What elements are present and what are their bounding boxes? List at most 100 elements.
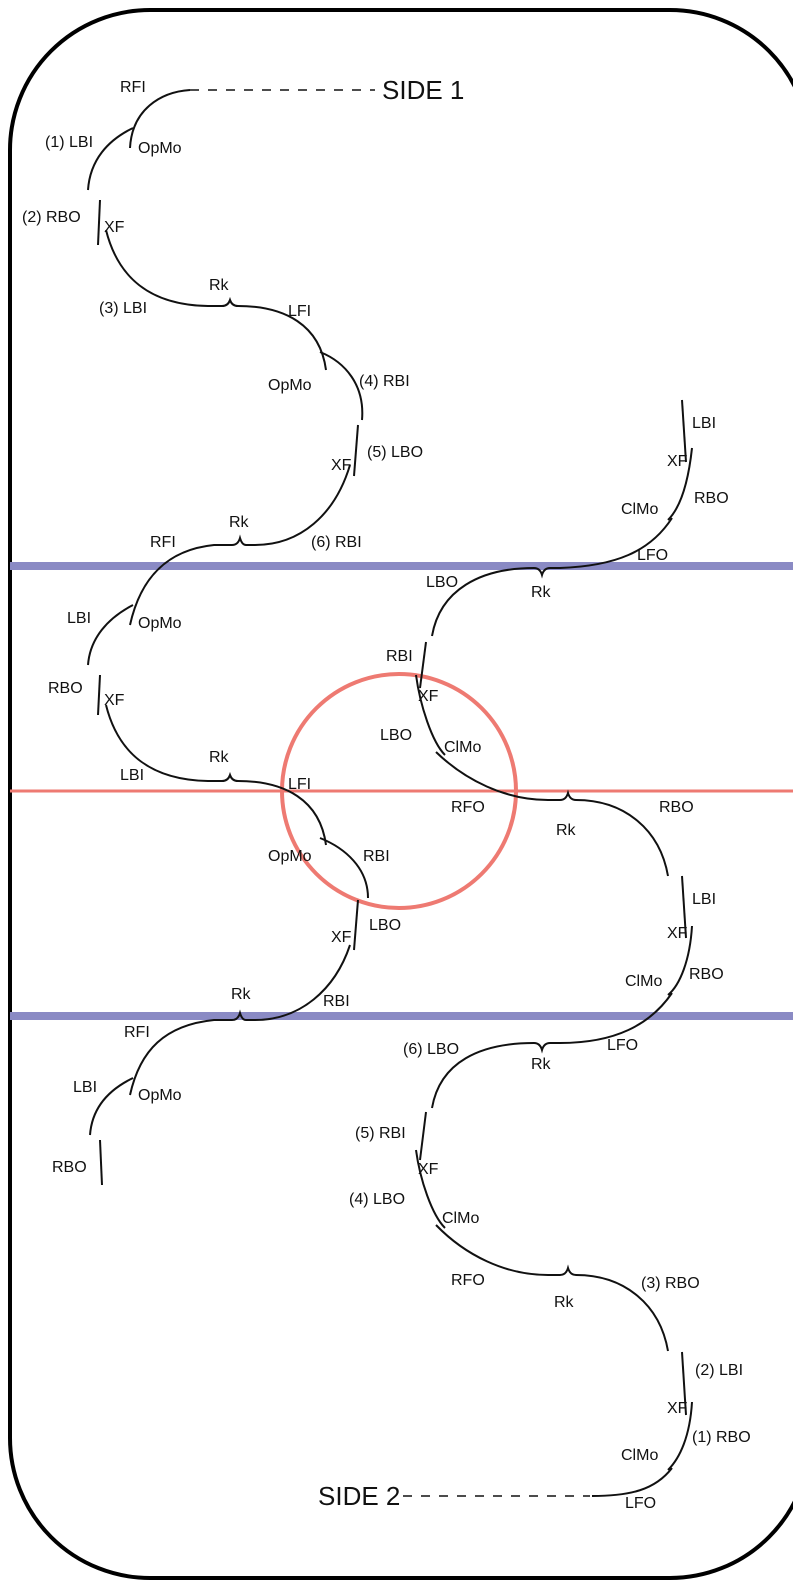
track-segment bbox=[419, 641, 427, 689]
track-label: LBI bbox=[692, 415, 716, 432]
track-label: RFO bbox=[451, 799, 485, 816]
track-segment bbox=[129, 944, 351, 1096]
track-label: RBI bbox=[386, 648, 413, 665]
track-label: OpMo bbox=[138, 615, 182, 632]
track-label: RBO bbox=[48, 680, 83, 697]
track-label: (3) LBI bbox=[99, 300, 147, 317]
track-label: (4) RBI bbox=[359, 373, 410, 390]
track-label: RFI bbox=[120, 79, 146, 96]
track-segment bbox=[353, 899, 359, 951]
side1-label: SIDE 1 bbox=[382, 75, 464, 105]
track-label: (2) RBO bbox=[22, 209, 81, 226]
track-label: (1) LBI bbox=[45, 134, 93, 151]
track-label: XF bbox=[331, 929, 352, 946]
track-segment bbox=[431, 992, 673, 1109]
track-label: RFO bbox=[451, 1272, 485, 1289]
track-segment bbox=[431, 517, 673, 637]
track-label: (6) RBI bbox=[311, 534, 362, 551]
track-segment bbox=[97, 199, 101, 246]
track-label: Rk bbox=[531, 584, 552, 601]
track-label: XF bbox=[331, 457, 352, 474]
track-label: Rk bbox=[209, 277, 230, 294]
track-segment bbox=[591, 1467, 673, 1497]
highlight-circle bbox=[280, 672, 518, 910]
track-label: OpMo bbox=[268, 377, 312, 394]
track-label: XF bbox=[104, 692, 125, 709]
track-segment bbox=[681, 1351, 687, 1416]
track-label: (4) LBO bbox=[349, 1191, 405, 1208]
track-segment bbox=[415, 1149, 446, 1229]
track-label: RBO bbox=[659, 799, 694, 816]
track-label: LBI bbox=[73, 1079, 97, 1096]
track-label: LFO bbox=[607, 1037, 638, 1054]
track-label: LFI bbox=[288, 303, 311, 320]
track-label: XF bbox=[667, 925, 688, 942]
track-label: RFI bbox=[150, 534, 176, 551]
track-label: LBI bbox=[120, 767, 144, 784]
track-segment bbox=[667, 925, 693, 996]
track-label: (5) LBO bbox=[367, 444, 423, 461]
track-labels: RFI (1) LBI OpMo (2) RBO XF (3) LBI Rk L… bbox=[22, 79, 751, 1512]
track-label: (6) LBO bbox=[403, 1041, 459, 1058]
track-label: RBI bbox=[323, 993, 350, 1010]
right-track bbox=[403, 399, 693, 1497]
track-segment bbox=[435, 751, 669, 877]
track-segment bbox=[667, 1401, 693, 1471]
track-label: (2) LBI bbox=[695, 1362, 743, 1379]
track-label: Rk bbox=[209, 749, 230, 766]
track-label: OpMo bbox=[268, 848, 312, 865]
track-label: Rk bbox=[231, 986, 252, 1003]
track-segment bbox=[99, 1139, 103, 1186]
track-segment bbox=[353, 424, 359, 477]
track-segment bbox=[87, 127, 134, 191]
track-label: XF bbox=[667, 453, 688, 470]
track-label: OpMo bbox=[138, 140, 182, 157]
track-label: ClMo bbox=[442, 1210, 479, 1227]
track-segment bbox=[129, 89, 191, 149]
track-label: RBO bbox=[694, 490, 729, 507]
track-label: XF bbox=[104, 219, 125, 236]
track-segment bbox=[319, 351, 364, 421]
track-segment bbox=[681, 399, 687, 463]
track-label: LFI bbox=[288, 776, 311, 793]
track-label: Rk bbox=[556, 822, 577, 839]
track-segment bbox=[97, 674, 101, 716]
track-label: XF bbox=[667, 1400, 688, 1417]
track-label: RBO bbox=[689, 966, 724, 983]
track-label: LBO bbox=[380, 727, 412, 744]
track-label: ClMo bbox=[625, 973, 662, 990]
track-label: XF bbox=[418, 688, 439, 705]
track-label: RBO bbox=[52, 1159, 87, 1176]
track-label: (5) RBI bbox=[355, 1125, 406, 1142]
track-label: LFO bbox=[637, 547, 668, 564]
track-segment bbox=[87, 604, 134, 666]
track-label: LFO bbox=[625, 1495, 656, 1512]
side2-label: SIDE 2 bbox=[318, 1481, 400, 1511]
track-segment bbox=[89, 1077, 134, 1136]
track-label: LBO bbox=[426, 574, 458, 591]
track-label: OpMo bbox=[138, 1087, 182, 1104]
track-label: ClMo bbox=[444, 739, 481, 756]
track-segment bbox=[667, 447, 693, 521]
track-label: LBI bbox=[67, 610, 91, 627]
track-label: ClMo bbox=[621, 501, 658, 518]
track-label: LBO bbox=[369, 917, 401, 934]
track-segment bbox=[681, 875, 687, 939]
track-label: XF bbox=[418, 1161, 439, 1178]
track-label: (3) RBO bbox=[641, 1275, 700, 1292]
track-label: LBI bbox=[692, 891, 716, 908]
track-label: RFI bbox=[124, 1024, 150, 1041]
track-segment bbox=[129, 464, 351, 626]
track-label: (1) RBO bbox=[692, 1429, 751, 1446]
track-label: RBI bbox=[363, 848, 390, 865]
track-label: ClMo bbox=[621, 1447, 658, 1464]
track-label: Rk bbox=[531, 1056, 552, 1073]
track-label: Rk bbox=[554, 1294, 575, 1311]
track-segment bbox=[319, 837, 369, 899]
left-track bbox=[87, 89, 375, 1186]
outer-frame bbox=[8, 8, 793, 1580]
track-segment bbox=[105, 229, 327, 371]
track-segment bbox=[105, 704, 327, 846]
track-segment bbox=[435, 1224, 669, 1352]
